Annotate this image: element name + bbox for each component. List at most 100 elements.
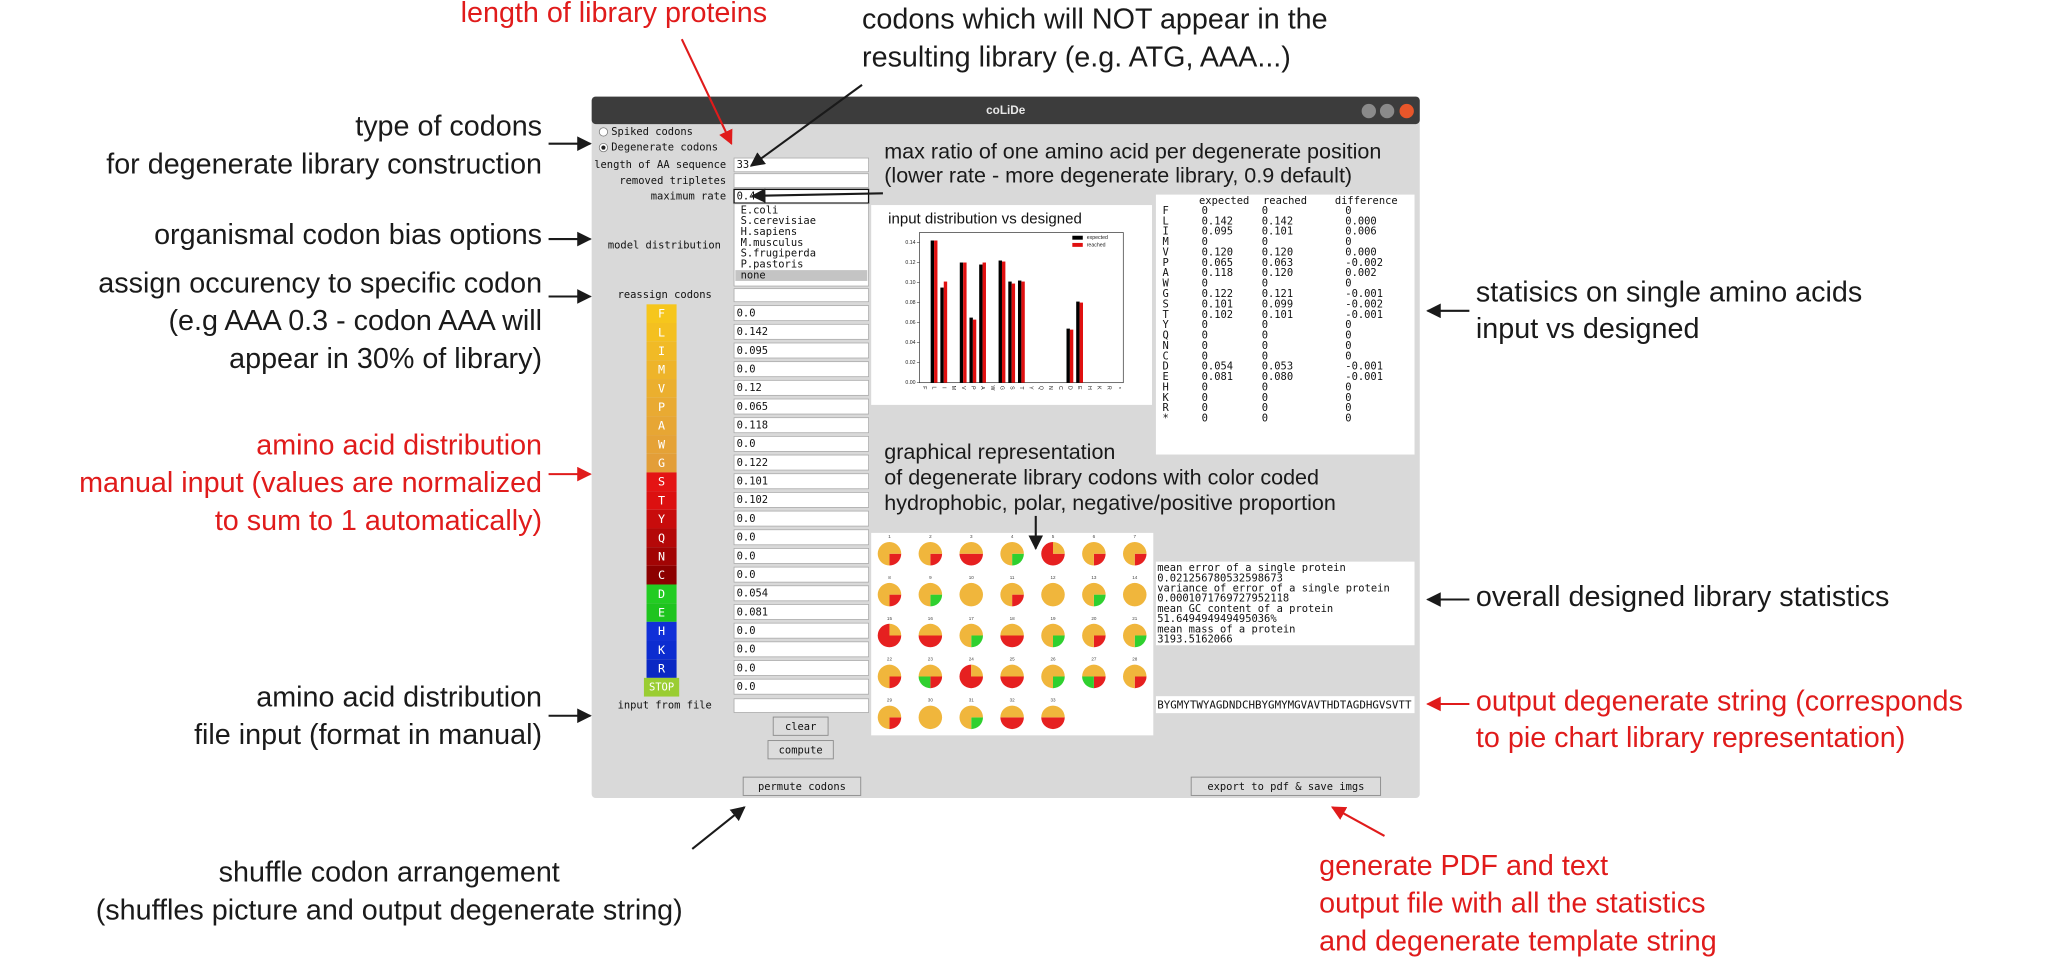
- input-value: 0.0: [737, 307, 756, 319]
- amino-acid-letter: W: [658, 437, 666, 451]
- amino-acid-input[interactable]: [733, 566, 869, 583]
- file-input[interactable]: [733, 698, 869, 713]
- maximize-button[interactable]: [1379, 103, 1395, 119]
- annotation-text: overall designed library statistics: [1476, 581, 1889, 613]
- x-tick-label: T: [1018, 386, 1024, 390]
- amino-acid-input[interactable]: [733, 510, 869, 527]
- pie-slice: [959, 623, 983, 648]
- pie-label: 33: [1050, 698, 1056, 703]
- model-option[interactable]: S.frugiperda: [741, 248, 816, 260]
- amino-acid-input[interactable]: [733, 454, 869, 471]
- amino-acid-swatch: [646, 528, 677, 548]
- legend-swatch: [1072, 242, 1083, 247]
- y-tick-label: 0.14: [905, 240, 915, 246]
- table-cell: 0.002: [1345, 267, 1376, 279]
- model-option[interactable]: M.musculus: [741, 237, 804, 249]
- amino-acid-input[interactable]: [733, 398, 869, 415]
- model-option[interactable]: S.cerevisiae: [741, 215, 816, 227]
- amino-acid-input[interactable]: [733, 323, 869, 340]
- amino-acid-input[interactable]: [733, 492, 869, 508]
- text-input[interactable]: [733, 173, 869, 188]
- model-option[interactable]: P.pastoris: [741, 258, 804, 270]
- table-cell: 0: [1262, 330, 1268, 342]
- amino-acid-swatch: [646, 416, 677, 436]
- annotation-text: (e.g AAA 0.3 - codon AAA will: [168, 305, 542, 337]
- input-value: 0.0: [737, 662, 756, 674]
- pie-slice: [1134, 676, 1147, 689]
- radio-button[interactable]: [598, 127, 609, 137]
- x-tick-label: C: [1057, 386, 1063, 390]
- bar: [943, 281, 948, 383]
- x-tick-label: S: [1008, 386, 1014, 390]
- clear-button[interactable]: [772, 716, 829, 736]
- amino-acid-input[interactable]: [733, 604, 869, 620]
- pie-slice: [889, 717, 902, 730]
- pie-slice: [1041, 705, 1065, 718]
- table-cell: -0.002: [1345, 257, 1383, 269]
- pie-slice: [1000, 542, 1024, 566]
- pie-slice: [1012, 553, 1024, 566]
- compute-button[interactable]: [767, 740, 834, 760]
- annotation-text: shuffle codon arrangement: [219, 856, 560, 888]
- legend-swatch: [1072, 235, 1083, 240]
- amino-acid-input[interactable]: [733, 548, 869, 564]
- amino-acid-input[interactable]: [733, 379, 869, 396]
- clear-button-label[interactable]: clear: [785, 721, 816, 733]
- amino-acid-input[interactable]: [733, 622, 869, 639]
- field-label: model distribution: [608, 240, 721, 252]
- text-input[interactable]: [733, 157, 869, 173]
- pie-slice: [1000, 705, 1024, 718]
- amino-acid-input[interactable]: [733, 678, 869, 695]
- amino-acid-input[interactable]: [733, 585, 869, 602]
- bar: [934, 240, 938, 383]
- amino-acid-input[interactable]: [733, 660, 869, 676]
- amino-acid-letter: Y: [658, 512, 665, 526]
- x-tick-label: W: [989, 385, 995, 390]
- x-tick-label: K: [1096, 386, 1102, 390]
- degenerate-string: BYGMYTWYAGDNDCHBYGMYMGVAVTHDTAGDHGVSVTT: [1157, 698, 1412, 711]
- amino-acid-input[interactable]: [733, 473, 869, 490]
- table-cell: 0: [1345, 340, 1351, 352]
- export-button[interactable]: [1190, 776, 1382, 796]
- text-input[interactable]: [733, 188, 870, 204]
- pie-label: 30: [928, 698, 934, 703]
- table-cell: 0: [1202, 381, 1208, 393]
- reassign-input[interactable]: [733, 288, 869, 303]
- minimize-button[interactable]: [1361, 103, 1376, 119]
- pie-label: 16: [928, 616, 934, 621]
- annotation-text: graphical representation: [884, 439, 1115, 464]
- compute-button-label[interactable]: compute: [779, 744, 823, 756]
- pie-slice: [918, 664, 943, 677]
- model-option[interactable]: H.sapiens: [741, 226, 798, 238]
- close-button[interactable]: [1399, 103, 1414, 119]
- table-cell: 0.053: [1262, 361, 1293, 373]
- amino-acid-letter: H: [658, 624, 665, 638]
- amino-acid-input[interactable]: [733, 641, 869, 658]
- amino-acid-letter: A: [658, 419, 665, 433]
- permute-button-label[interactable]: permute codons: [758, 781, 846, 793]
- amino-acid-input[interactable]: [733, 342, 869, 359]
- y-tick-label: 0.06: [905, 320, 915, 326]
- table-cell: -0.002: [1345, 298, 1383, 310]
- table-cell: 0.120: [1202, 246, 1233, 258]
- input-value: 0.065: [737, 401, 768, 413]
- amino-acid-letter: N: [658, 549, 665, 563]
- input-value: 0.101: [737, 476, 768, 488]
- amino-acid-input[interactable]: [733, 417, 869, 434]
- model-option[interactable]: E.coli: [741, 204, 779, 216]
- table-cell: 0.065: [1202, 257, 1233, 269]
- pie-slice: [918, 676, 931, 689]
- bar: [998, 260, 1002, 383]
- amino-acid-input[interactable]: [733, 529, 869, 546]
- amino-acid-input[interactable]: [733, 305, 869, 322]
- model-option[interactable]: none: [741, 269, 766, 281]
- table-cell: 0: [1202, 330, 1208, 342]
- amino-acid-letter: STOP: [649, 682, 674, 694]
- legend-label: reached: [1087, 242, 1106, 248]
- table-cell: 0: [1202, 236, 1208, 248]
- table-cell: A: [1162, 267, 1169, 279]
- amino-acid-input[interactable]: [733, 361, 869, 378]
- permute-button[interactable]: [742, 776, 862, 796]
- export-button-label[interactable]: export to pdf & save imgs: [1207, 781, 1364, 793]
- amino-acid-input[interactable]: [733, 435, 869, 452]
